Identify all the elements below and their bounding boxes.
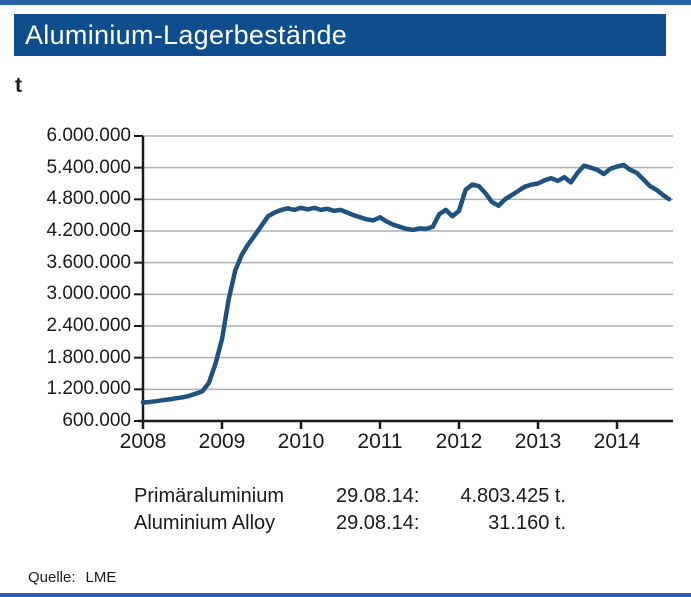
legend-series-name: Primäraluminium [134,485,285,507]
bottom-accent-strip [0,593,691,597]
x-tick-label: 2014 [593,430,641,453]
legend-row-primaeraluminium: Primäraluminium 29.08.14: 4.803.425 t. [134,483,566,510]
legend-series-name: Aluminium Alloy [134,512,276,534]
x-tick-label: 2008 [119,430,167,453]
page-title: Aluminium-Lagerbestände [25,19,348,50]
y-tick-label: 5.400.000 [46,156,131,178]
source-value: LME [85,569,117,586]
legend-value: 31.160 t. [488,512,566,534]
chart-legend: Primäraluminium 29.08.14: 4.803.425 t. A… [134,483,566,537]
y-tick-label: 3.000.000 [46,283,131,305]
legend-row-aluminium-alloy: Aluminium Alloy 29.08.14: 31.160 t. [134,510,566,537]
x-tick-label: 2009 [198,430,246,453]
y-tick-label: 1.800.000 [46,346,131,368]
y-tick-label: 2.400.000 [46,315,131,336]
legend-date: 29.08.14: [336,485,420,507]
y-tick-label: 3.600.000 [46,251,131,273]
title-bar: Aluminium-Lagerbestände [14,14,666,56]
x-tick-label: 2013 [514,430,562,453]
y-tick-label: 4.800.000 [46,188,131,210]
y-axis-unit-label: t [15,74,22,97]
y-tick-label: 4.200.000 [46,220,131,241]
y-tick-label: 1.200.000 [46,378,131,400]
source-label: Quelle: [28,569,76,586]
y-tick-label: 6.000.000 [46,125,131,146]
legend-date: 29.08.14: [336,512,420,534]
x-tick-label: 2010 [277,430,325,453]
x-tick-label: 2011 [357,430,403,453]
source-line: Quelle: LME [28,569,116,586]
legend-value: 4.803.425 t. [460,485,566,507]
y-tick-label: 600.000 [62,410,131,431]
series-primaeraluminium-line [140,162,672,405]
x-tick-label: 2012 [435,430,483,453]
top-accent-strip [0,0,691,5]
